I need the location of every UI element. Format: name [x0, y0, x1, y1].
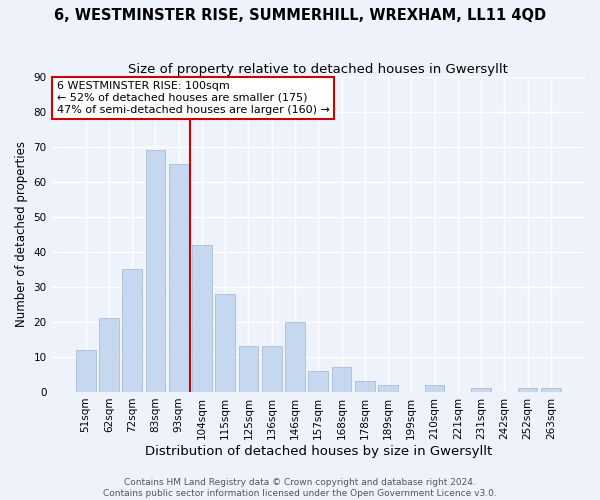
- Bar: [332, 368, 352, 392]
- X-axis label: Distribution of detached houses by size in Gwersyllt: Distribution of detached houses by size …: [145, 444, 492, 458]
- Bar: [471, 388, 491, 392]
- Bar: [541, 388, 561, 392]
- Bar: [99, 318, 119, 392]
- Bar: [239, 346, 259, 392]
- Bar: [169, 164, 188, 392]
- Bar: [146, 150, 166, 392]
- Bar: [192, 245, 212, 392]
- Text: Contains HM Land Registry data © Crown copyright and database right 2024.
Contai: Contains HM Land Registry data © Crown c…: [103, 478, 497, 498]
- Bar: [308, 371, 328, 392]
- Bar: [122, 270, 142, 392]
- Bar: [425, 385, 445, 392]
- Bar: [518, 388, 538, 392]
- Y-axis label: Number of detached properties: Number of detached properties: [15, 142, 28, 328]
- Bar: [285, 322, 305, 392]
- Bar: [378, 385, 398, 392]
- Bar: [215, 294, 235, 392]
- Bar: [76, 350, 95, 392]
- Title: Size of property relative to detached houses in Gwersyllt: Size of property relative to detached ho…: [128, 62, 508, 76]
- Text: 6 WESTMINSTER RISE: 100sqm
← 52% of detached houses are smaller (175)
47% of sem: 6 WESTMINSTER RISE: 100sqm ← 52% of deta…: [57, 82, 330, 114]
- Bar: [355, 382, 374, 392]
- Text: 6, WESTMINSTER RISE, SUMMERHILL, WREXHAM, LL11 4QD: 6, WESTMINSTER RISE, SUMMERHILL, WREXHAM…: [54, 8, 546, 22]
- Bar: [262, 346, 281, 392]
